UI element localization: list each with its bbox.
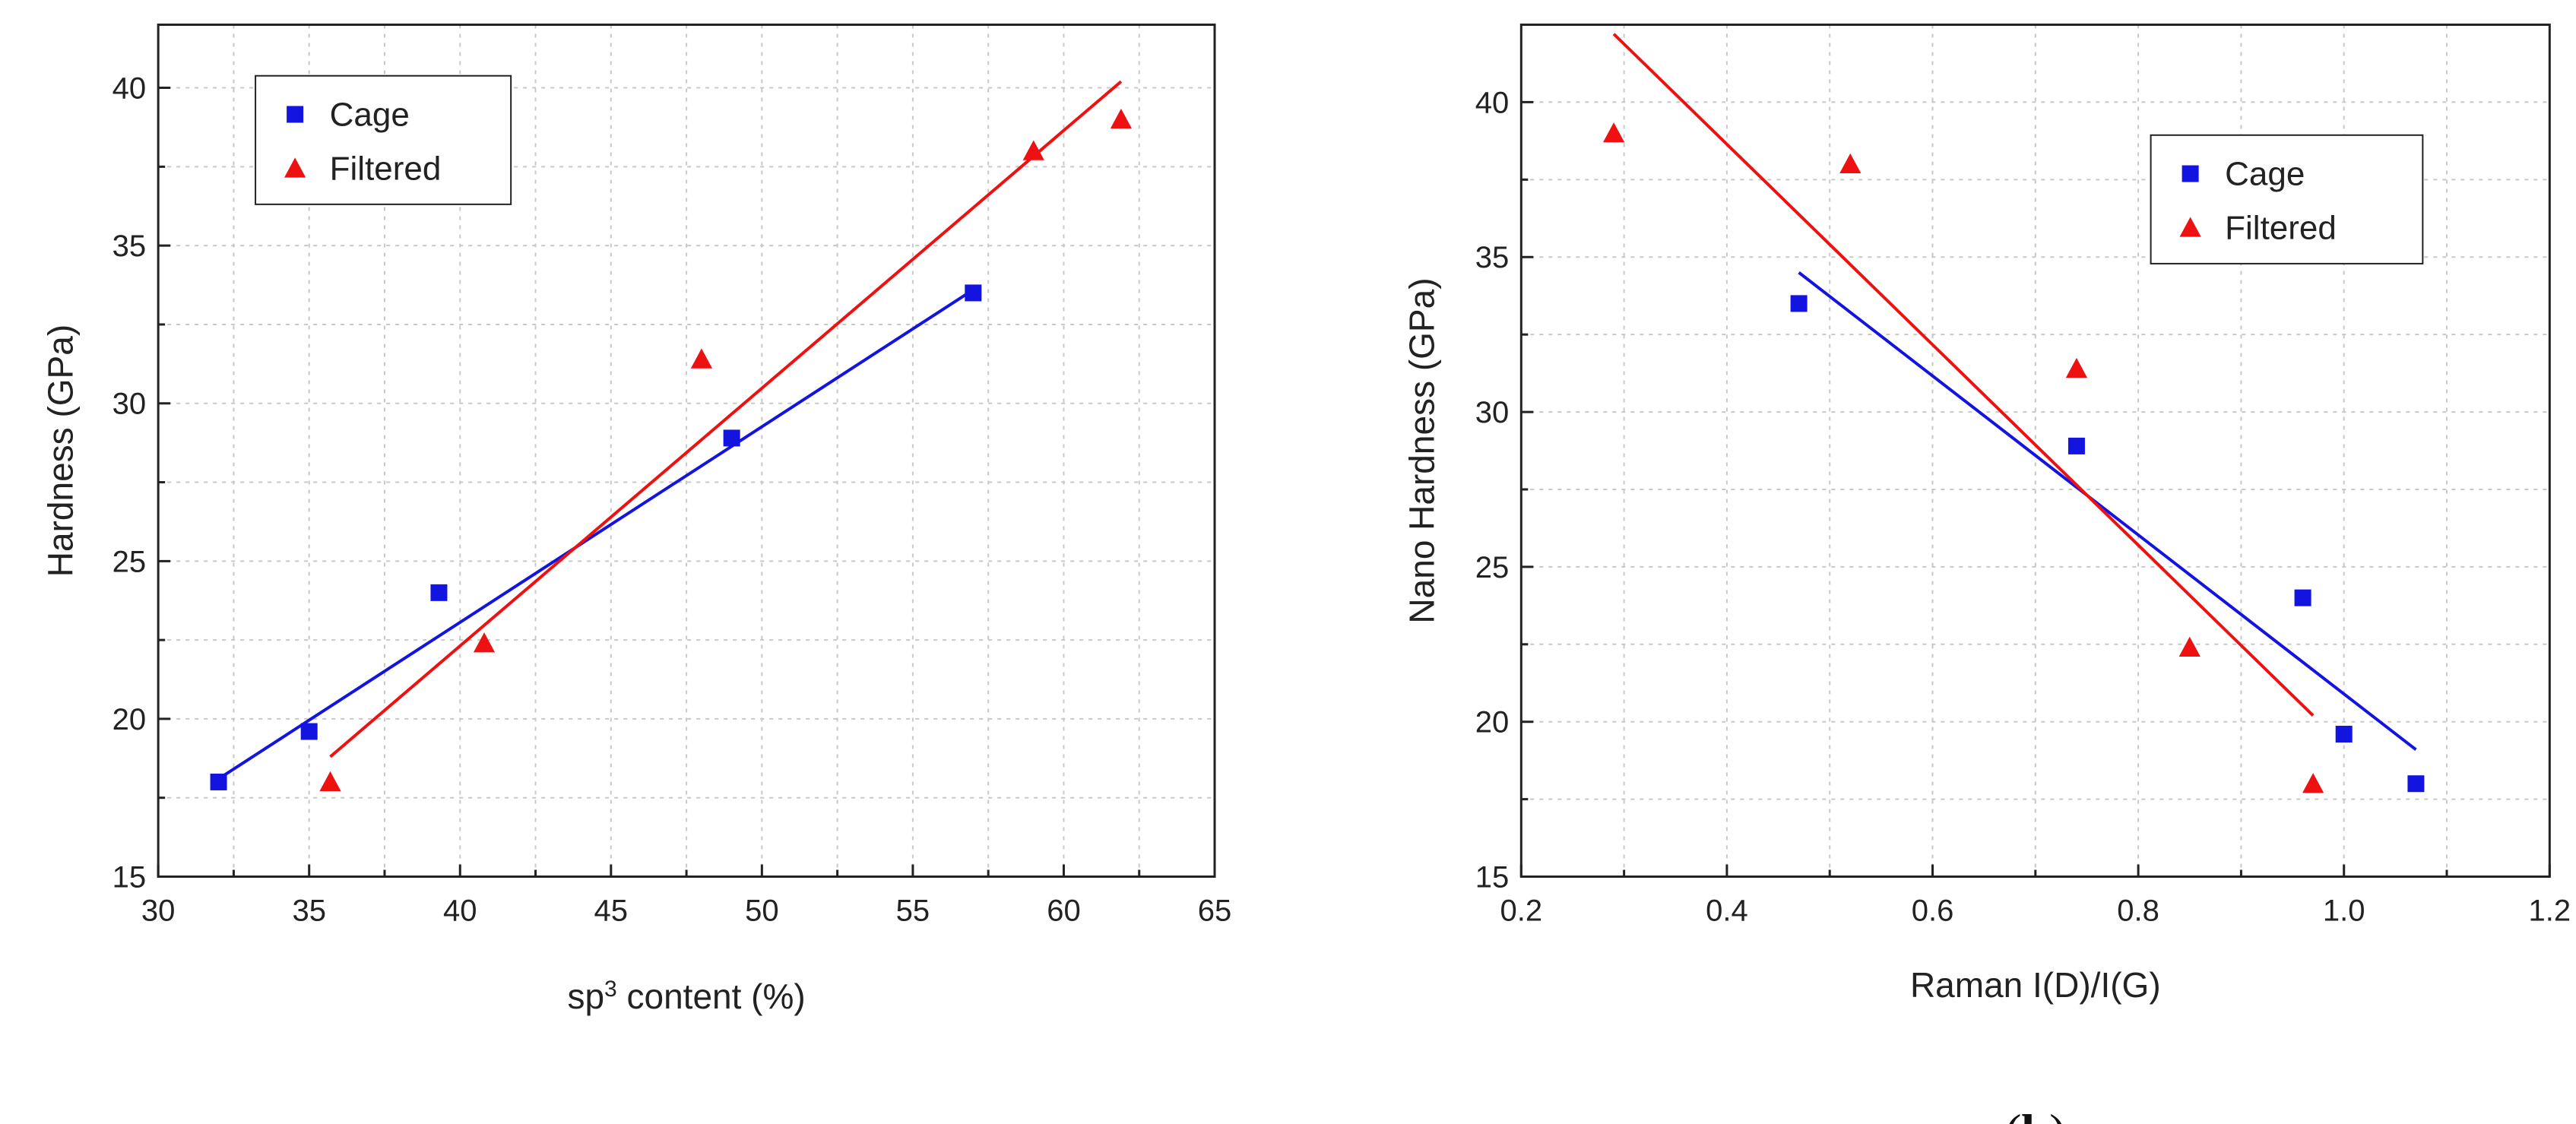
legend-box — [255, 74, 512, 205]
legend-filtered-label: Filtered — [2225, 210, 2337, 247]
cage-data-point — [300, 723, 318, 740]
y-tick-label: 40 — [1475, 86, 1510, 119]
filtered-data-point — [2302, 773, 2324, 793]
panel-a-ticks: 30 35 40 45 50 55 60 65 15 20 25 30 35 40 — [112, 72, 1232, 928]
filtered-data-point — [1839, 153, 1862, 174]
legend-filtered-marker — [2179, 217, 2201, 237]
filtered-data-point — [319, 771, 341, 792]
y-tick-label: 20 — [112, 703, 147, 736]
cage-data-point — [965, 284, 982, 302]
filtered-data-point — [2178, 636, 2201, 657]
legend-cage-label: Cage — [2225, 156, 2305, 193]
panel-a-chart: 30 35 40 45 50 55 60 65 15 20 25 30 35 40 Cage Filtere… — [40, 24, 1232, 1124]
x-tick-label: 40 — [443, 894, 477, 928]
legend-box — [2150, 134, 2424, 264]
legend-cage-label: Cage — [330, 96, 410, 133]
panel-b-chart: 0.2 0.4 0.6 0.8 1.0 1.2 15 20 25 30 35 40 Cage Filte… — [1402, 24, 2571, 1124]
cage-data-point — [2067, 437, 2085, 454]
y-tick-label: 20 — [1475, 706, 1510, 739]
x-tick-label: 65 — [1198, 894, 1232, 928]
cage-data-point — [210, 773, 227, 790]
panel-b-y-axis-label: Nano Hardness (GPa) — [1402, 277, 1441, 623]
filtered-fit-line — [1612, 33, 2315, 717]
panel-a-x-axis-label: sp3 content (%) — [567, 976, 805, 1016]
panel-a-legend: Cage Filtered — [255, 74, 512, 205]
cage-data-point — [1790, 295, 1808, 312]
legend-filtered-marker — [284, 157, 306, 178]
panel-b-caption: (b) — [2004, 1104, 2066, 1124]
x-tick-label: 0.2 — [1500, 894, 1543, 928]
y-tick-label: 25 — [112, 545, 147, 578]
panel-b-x-axis-label: Raman I(D)/I(G) — [1910, 965, 2161, 1005]
panel-a-fit-lines — [217, 80, 1123, 780]
filtered-data-point — [1110, 108, 1133, 129]
y-tick-label: 30 — [1475, 396, 1510, 429]
y-tick-label: 25 — [1475, 551, 1510, 584]
panel-a-data-points — [210, 108, 1133, 792]
cage-data-point — [2294, 589, 2311, 606]
filtered-data-point — [2065, 357, 2088, 378]
filtered-data-point — [473, 632, 496, 653]
filtered-data-point — [1602, 122, 1625, 143]
panel-b-grid — [1520, 24, 2551, 878]
cage-data-point — [723, 429, 740, 447]
cage-fit-line — [1798, 271, 2417, 751]
legend-filtered-label: Filtered — [330, 150, 442, 188]
cage-data-point — [430, 584, 448, 601]
y-tick-label: 40 — [112, 72, 147, 106]
cage-fit-line — [217, 288, 974, 780]
x-tick-label: 55 — [896, 894, 930, 928]
filtered-fit-line — [329, 80, 1123, 758]
filtered-data-point — [690, 348, 713, 369]
y-tick-label: 30 — [112, 388, 147, 421]
panel-b-ticks: 0.2 0.4 0.6 0.8 1.0 1.2 15 20 25 30 35 40 — [1475, 86, 2571, 927]
x-tick-label: 45 — [594, 894, 629, 928]
panel-a-y-axis-label: Hardness (GPa) — [40, 325, 80, 577]
x-tick-label: 60 — [1047, 894, 1081, 928]
panel-b-legend: Cage Filtered — [2150, 134, 2424, 264]
y-tick-label: 15 — [112, 861, 147, 894]
cage-data-point — [2335, 726, 2353, 743]
panel-b-fit-lines — [1612, 33, 2417, 751]
panel-a-caption: (a) — [657, 1118, 716, 1124]
x-tick-label: 0.4 — [1706, 894, 1748, 928]
x-tick-label: 0.8 — [2117, 894, 2159, 928]
x-tick-label: 30 — [141, 894, 176, 928]
y-tick-label: 35 — [112, 230, 147, 263]
panel-a-plot-frame — [157, 24, 1216, 879]
panel-b-data-points — [1602, 122, 2425, 793]
y-tick-label: 15 — [1475, 861, 1510, 894]
x-tick-label: 50 — [745, 894, 779, 928]
cage-data-point — [2407, 775, 2425, 793]
legend-cage-marker — [287, 106, 304, 123]
x-tick-label: 35 — [292, 894, 326, 928]
y-tick-label: 35 — [1475, 241, 1510, 274]
x-tick-label: 1.0 — [2323, 894, 2365, 928]
legend-cage-marker — [2182, 165, 2199, 182]
panel-b-plot-frame — [1519, 24, 2551, 879]
filtered-data-point — [1022, 140, 1044, 160]
x-tick-label: 1.2 — [2529, 894, 2571, 928]
x-tick-label: 0.6 — [1912, 894, 1954, 928]
